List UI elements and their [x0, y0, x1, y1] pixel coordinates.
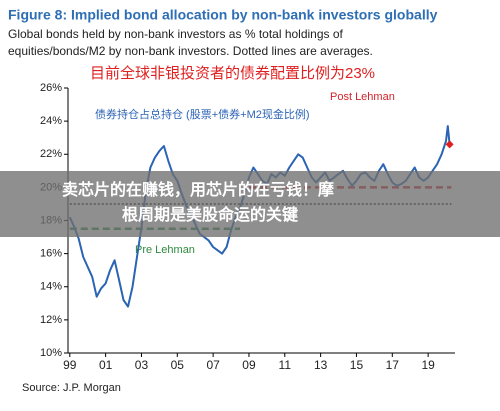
x-tick-label: 11 [279, 358, 292, 372]
y-tick-label: 22% [40, 148, 62, 160]
y-tick-label: 10% [40, 347, 62, 359]
average-label: Post Lehman [330, 91, 395, 103]
x-tick-label: 03 [135, 358, 149, 372]
y-tick-label: 14% [40, 281, 62, 293]
annotation: 目前全球非银投资者的债券配置比例为23% [90, 64, 375, 82]
series-note: 债券持仓占总持仓 (股票+债券+M2现金比例) [95, 107, 310, 121]
y-tick-label: 16% [40, 248, 62, 260]
overlay-banner [0, 171, 500, 237]
x-tick-label: 17 [386, 358, 400, 372]
x-tick-label: 15 [350, 358, 364, 372]
x-tick-label: 01 [99, 358, 113, 372]
y-tick-label: 24% [40, 115, 62, 127]
subtitle: Global bonds held by non-bank investors … [8, 27, 344, 41]
y-tick-label: 26% [40, 82, 62, 94]
x-tick-label: 09 [242, 358, 256, 372]
subtitle: equities/bonds/M2 by non-bank investors.… [8, 44, 373, 58]
y-tick-label: 12% [40, 314, 62, 326]
x-tick-label: 07 [206, 358, 220, 372]
x-tick-label: 99 [63, 358, 77, 372]
average-label: Pre Lehman [135, 244, 195, 256]
x-tick-label: 19 [421, 358, 435, 372]
x-tick-label: 13 [314, 358, 328, 372]
last-point-marker [445, 140, 454, 149]
chart-title: Figure 8: Implied bond allocation by non… [8, 7, 438, 23]
source: Source: J.P. Morgan [22, 382, 121, 394]
overlay-text: 根周期是美股命运的关键 [122, 205, 298, 224]
overlay-text: 卖芯片的在赚钱，用芯片的在亏钱！摩 [62, 180, 334, 199]
x-tick-label: 05 [171, 358, 185, 372]
